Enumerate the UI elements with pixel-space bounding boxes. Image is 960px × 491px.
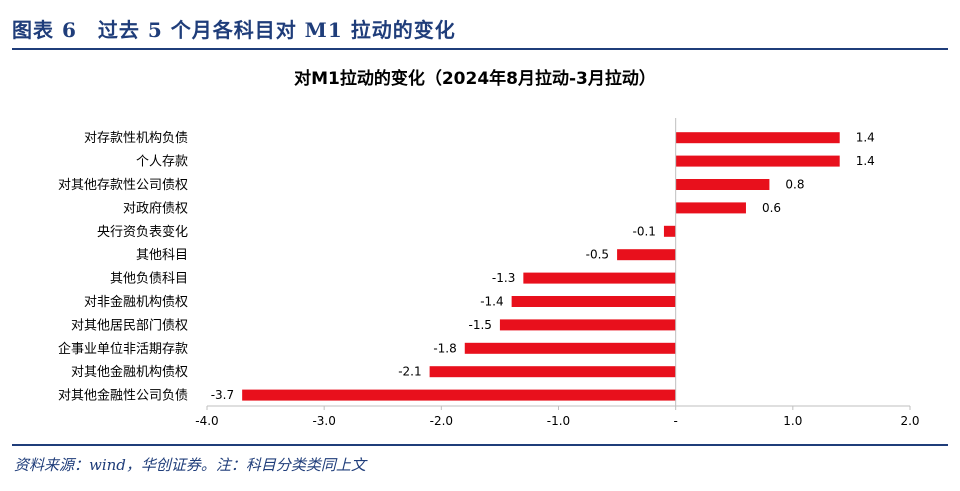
header-divider bbox=[12, 48, 948, 50]
data-label: -1.8 bbox=[433, 341, 456, 355]
bar bbox=[511, 296, 676, 307]
bar bbox=[675, 202, 746, 214]
source-note: 资料来源：wind，华创证券。注：科目分类类同上文 bbox=[14, 456, 366, 474]
category-label: 对其他存款性公司债权 bbox=[58, 177, 188, 193]
data-label: -0.1 bbox=[633, 224, 656, 238]
bar bbox=[499, 319, 676, 331]
category-label: 个人存款 bbox=[136, 155, 188, 170]
data-label: -1.3 bbox=[492, 271, 515, 285]
x-tick-label: 1.0 bbox=[783, 414, 802, 428]
bar bbox=[242, 389, 676, 401]
x-tick-label: 2.0 bbox=[900, 414, 919, 428]
footer-divider bbox=[12, 444, 948, 446]
category-label: 其他科目 bbox=[136, 248, 188, 263]
category-label: 对政府债权 bbox=[123, 200, 188, 216]
data-label: 0.8 bbox=[785, 178, 804, 192]
x-tick-label: -4.0 bbox=[195, 414, 218, 428]
category-label: 对其他金融性公司负债 bbox=[58, 388, 188, 404]
data-label: -2.1 bbox=[398, 365, 421, 379]
bar bbox=[429, 366, 676, 378]
category-label: 对其他金融机构债权 bbox=[71, 364, 188, 380]
data-label: -1.4 bbox=[480, 295, 503, 309]
x-tick-label: - bbox=[673, 414, 677, 428]
data-label: -3.7 bbox=[211, 388, 234, 402]
data-label: -1.5 bbox=[468, 318, 491, 332]
category-label: 对其他居民部门债权 bbox=[71, 317, 188, 333]
data-label: 1.4 bbox=[856, 154, 875, 168]
bar bbox=[675, 132, 840, 144]
bar bbox=[675, 155, 840, 167]
category-label: 企事业单位非活期存款 bbox=[58, 341, 188, 357]
data-label: -0.5 bbox=[586, 248, 609, 262]
category-label: 其他负债科目 bbox=[110, 272, 188, 287]
data-label: 1.4 bbox=[856, 131, 875, 145]
bar bbox=[675, 179, 770, 190]
x-tick-label: -1.0 bbox=[547, 414, 570, 428]
bars-group: 对存款性机构负债 1.4 个人存款 1.4 对其他存款性公司债权 0.8 对政府债权 0.6 央… bbox=[58, 131, 875, 404]
chart-title: 对M1拉动的变化（2024年8月拉动-3月拉动） bbox=[294, 68, 656, 89]
x-tick-label: -2.0 bbox=[430, 414, 453, 428]
data-label: 0.6 bbox=[762, 201, 781, 215]
bar bbox=[523, 272, 676, 284]
figure-title: 图表 6 过去 5 个月各科目对 M1 拉动的变化 bbox=[12, 18, 456, 42]
bar bbox=[617, 249, 676, 261]
bar bbox=[464, 342, 676, 354]
category-label: 对非金融机构债权 bbox=[84, 294, 188, 310]
x-axis: -4.0 -3.0 -2.0 -1.0-1.0 2.0 bbox=[195, 118, 920, 428]
category-label: 央行资负表变化 bbox=[97, 224, 188, 240]
x-tick-label: -3.0 bbox=[312, 414, 335, 428]
category-label: 对存款性机构负债 bbox=[84, 131, 188, 146]
bar-chart: 对M1拉动的变化（2024年8月拉动-3月拉动） 对存款性机构负债 1.4 个人存款… bbox=[58, 68, 920, 428]
bar bbox=[663, 225, 676, 237]
